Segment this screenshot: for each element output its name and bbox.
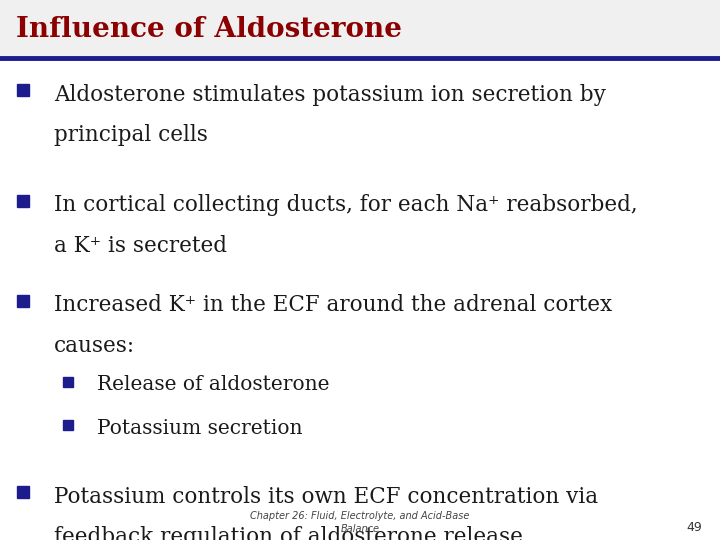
Text: Potassium controls its own ECF concentration via: Potassium controls its own ECF concentra…: [54, 486, 598, 508]
Text: Influence of Aldosterone: Influence of Aldosterone: [16, 16, 402, 43]
Text: a K⁺ is secreted: a K⁺ is secreted: [54, 235, 227, 257]
Text: Aldosterone stimulates potassium ion secretion by: Aldosterone stimulates potassium ion sec…: [54, 84, 606, 106]
Text: Release of aldosterone: Release of aldosterone: [97, 375, 330, 394]
Text: In cortical collecting ducts, for each Na⁺ reabsorbed,: In cortical collecting ducts, for each N…: [54, 194, 638, 217]
Text: causes:: causes:: [54, 335, 135, 357]
Text: Potassium secretion: Potassium secretion: [97, 418, 302, 437]
Text: Increased K⁺ in the ECF around the adrenal cortex: Increased K⁺ in the ECF around the adren…: [54, 294, 612, 316]
Text: Chapter 26: Fluid, Electrolyte, and Acid-Base
Balance: Chapter 26: Fluid, Electrolyte, and Acid…: [251, 511, 469, 534]
Text: principal cells: principal cells: [54, 124, 208, 146]
Bar: [0, 0, 720, 57]
Text: feedback regulation of aldosterone release: feedback regulation of aldosterone relea…: [54, 526, 523, 540]
Text: 49: 49: [686, 521, 702, 534]
